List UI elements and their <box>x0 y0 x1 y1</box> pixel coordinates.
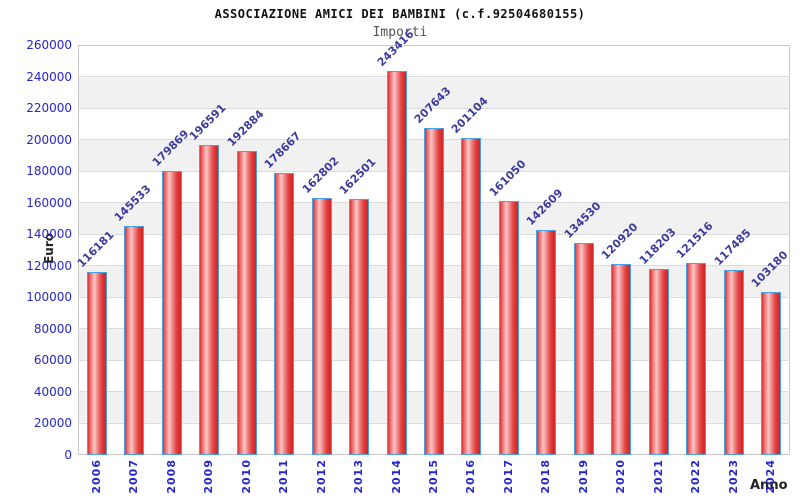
x-tick-label: 2007 <box>127 459 141 494</box>
gridline <box>78 76 790 78</box>
x-tick-label: 2013 <box>352 459 366 494</box>
y-tick-label: 0 <box>64 448 72 462</box>
y-tick-label: 140000 <box>26 227 72 242</box>
x-tick-label: 2019 <box>576 459 590 494</box>
y-tick-label: 160000 <box>26 195 72 210</box>
bar-2011 <box>274 173 295 455</box>
y-tick-label: 80000 <box>33 321 72 336</box>
chart-subtitle: Importi <box>372 25 428 40</box>
bar-2010 <box>236 151 257 455</box>
x-tick-label: 2022 <box>689 459 703 494</box>
x-tick-label: 2015 <box>427 459 440 494</box>
x-tick-label: 2023 <box>726 459 740 494</box>
x-tick-label: 2021 <box>651 459 665 494</box>
bar-2024 <box>761 292 782 455</box>
x-tick-label: 2008 <box>164 459 178 494</box>
y-tick-label: 60000 <box>33 353 72 368</box>
bar-2015 <box>424 128 444 455</box>
y-tick-label: 240000 <box>26 69 72 84</box>
x-tick-label: 2010 <box>239 459 253 494</box>
bar-2018 <box>536 230 557 455</box>
x-tick-label: 2011 <box>277 459 291 494</box>
bar-2014 <box>386 71 407 455</box>
bar-2021 <box>648 269 669 455</box>
bar-2013 <box>349 199 370 455</box>
y-tick-label: 220000 <box>26 101 72 116</box>
x-tick-label: 2024 <box>764 459 778 494</box>
x-tick-label: 2009 <box>202 459 216 494</box>
bar-2009 <box>199 145 220 455</box>
bar-2020 <box>611 264 632 455</box>
x-tick-label: 2012 <box>314 459 328 494</box>
bar-2017 <box>498 201 519 455</box>
x-tick-label: 2018 <box>539 459 553 494</box>
chart-title: ASSOCIAZIONE AMICI DEI BAMBINI (c.f.9250… <box>214 7 586 21</box>
y-tick-label: 120000 <box>26 258 72 273</box>
bar-2007 <box>124 226 145 455</box>
y-tick-label: 180000 <box>26 164 72 179</box>
y-tick-label: 40000 <box>33 384 72 399</box>
bar-2006 <box>86 272 107 455</box>
bar-2022 <box>686 263 707 455</box>
y-tick-label: 100000 <box>26 290 72 305</box>
x-tick-label: 2017 <box>501 459 515 494</box>
x-axis-title: Anno <box>750 478 788 493</box>
gridline <box>78 107 790 109</box>
x-tick-label: 2020 <box>614 459 628 494</box>
y-tick-label: 20000 <box>33 416 72 431</box>
x-tick-label: 2014 <box>389 459 403 494</box>
bar-2019 <box>573 243 594 455</box>
y-tick-label: 200000 <box>26 132 72 147</box>
x-tick-label: 2016 <box>464 459 478 494</box>
y-tick-label: 260000 <box>26 38 72 52</box>
bar-2012 <box>311 198 332 455</box>
bar-2008 <box>161 171 182 455</box>
x-tick-label: 2006 <box>89 459 103 494</box>
bar-2016 <box>461 138 482 455</box>
bar-2023 <box>723 270 744 455</box>
